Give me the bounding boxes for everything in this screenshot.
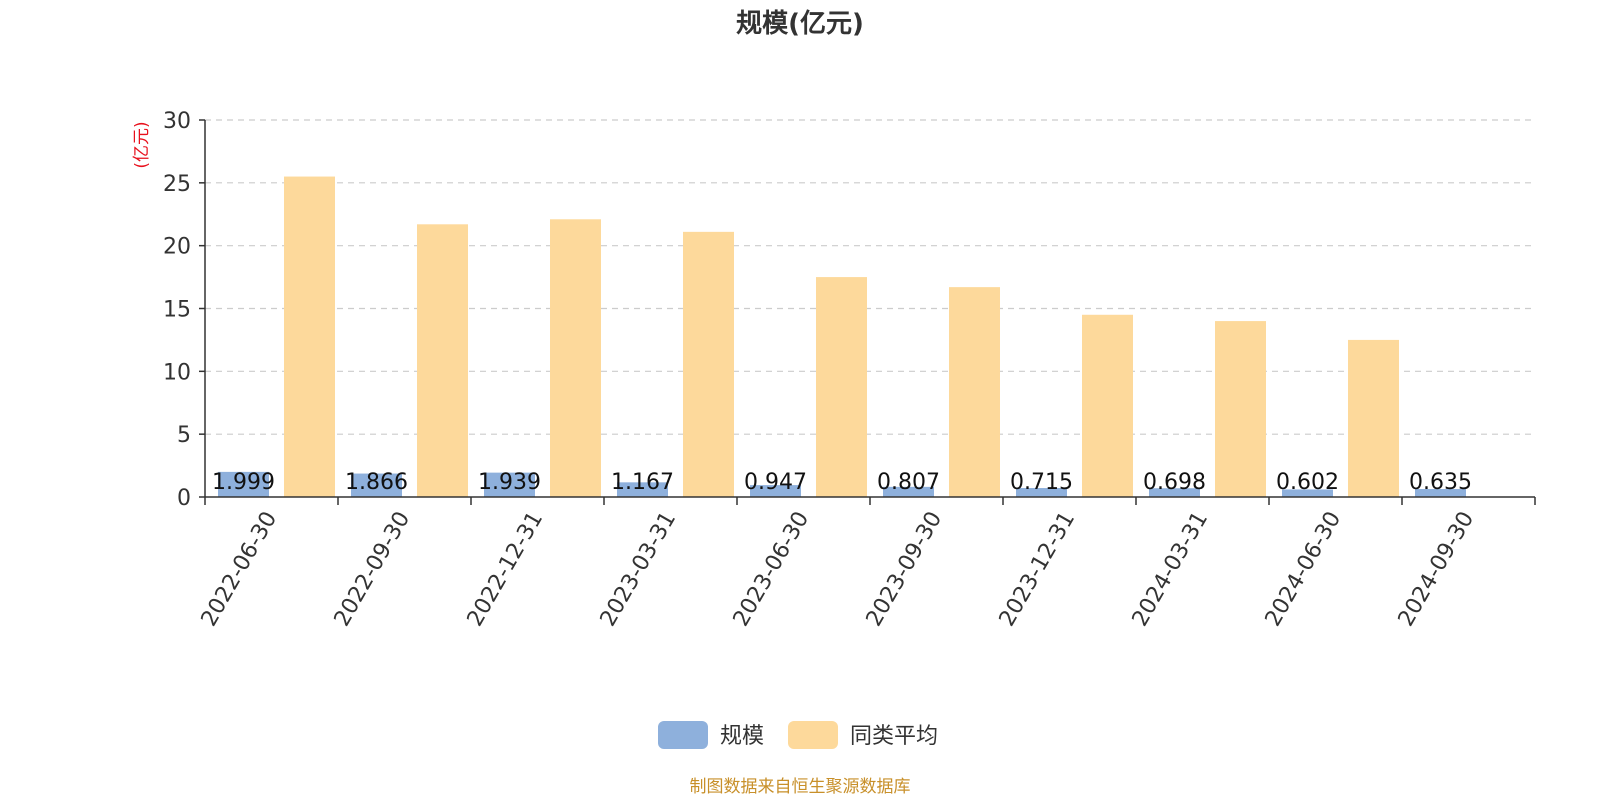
bar-average xyxy=(417,224,468,497)
data-label-scale: 1.999 xyxy=(212,470,275,495)
x-axis-ticks: 2022-06-30 2022-09-30 2022-12-31 2023-03-31… xyxy=(197,497,1536,631)
x-tick-label: 2023-06-30 xyxy=(729,508,815,631)
legend: 规模 同类平均 xyxy=(658,721,938,749)
x-tick-label: 2022-06-30 xyxy=(197,508,283,631)
chart-title: 规模(亿元) xyxy=(736,9,864,39)
bar-scale xyxy=(1149,488,1200,497)
bar-average xyxy=(683,231,734,498)
legend-swatch-average xyxy=(788,721,838,749)
data-label-scale: 1.939 xyxy=(478,470,541,495)
bar-scale xyxy=(1415,489,1466,497)
bar-scale xyxy=(484,472,535,497)
data-label-scale: 0.602 xyxy=(1276,470,1339,495)
bars xyxy=(218,176,1466,498)
y-tick-label: 10 xyxy=(163,360,191,385)
bar-scale xyxy=(617,482,668,497)
x-tick-label: 2023-03-31 xyxy=(596,508,682,631)
data-labels: 1.999 1.866 1.939 1.167 0.947 0.807 0.715 0.698… xyxy=(212,470,1472,495)
data-label-scale: 1.167 xyxy=(611,470,674,495)
legend-label-average: 同类平均 xyxy=(850,724,938,749)
x-tick-label: 2022-09-30 xyxy=(330,508,416,631)
x-tick-label: 2022-12-31 xyxy=(463,508,549,631)
data-label-scale: 0.635 xyxy=(1409,470,1472,495)
y-tick-label: 25 xyxy=(163,172,191,197)
data-label-scale: 0.947 xyxy=(744,470,807,495)
y-tick-label: 20 xyxy=(163,235,191,260)
legend-label-scale: 规模 xyxy=(720,724,764,749)
bar-average xyxy=(284,176,335,498)
x-tick-label: 2024-06-30 xyxy=(1261,508,1347,631)
bar-average xyxy=(1215,321,1266,497)
legend-swatch-scale xyxy=(658,721,708,749)
bar-average xyxy=(1082,314,1133,497)
y-axis-ticks: 0 5 10 15 20 25 30 xyxy=(163,109,205,511)
x-tick-label: 2024-09-30 xyxy=(1394,508,1480,631)
y-axis-unit-label: (亿元) xyxy=(132,121,152,168)
y-tick-label: 15 xyxy=(163,298,191,323)
bar-average xyxy=(550,219,601,497)
bar-average xyxy=(949,287,1000,497)
x-tick-label: 2023-09-30 xyxy=(862,508,948,631)
bar-scale xyxy=(1282,489,1333,497)
data-label-scale: 0.698 xyxy=(1143,470,1206,495)
bar-scale xyxy=(1016,488,1067,497)
gridlines xyxy=(205,119,1535,435)
bar-average xyxy=(1348,339,1399,497)
data-label-scale: 1.866 xyxy=(345,470,408,495)
bar-average xyxy=(816,277,867,497)
x-tick-label: 2024-03-31 xyxy=(1128,508,1214,631)
y-tick-label: 0 xyxy=(177,486,191,511)
y-tick-label: 30 xyxy=(163,109,191,134)
bar-scale xyxy=(750,485,801,497)
bar-scale xyxy=(351,473,402,497)
data-label-scale: 0.807 xyxy=(877,470,940,495)
bar-scale xyxy=(218,471,269,497)
y-tick-label: 5 xyxy=(177,423,191,448)
data-label-scale: 0.715 xyxy=(1010,470,1073,495)
x-tick-label: 2023-12-31 xyxy=(995,508,1081,631)
bar-scale xyxy=(883,486,934,497)
source-note: 制图数据来自恒生聚源数据库 xyxy=(690,777,911,797)
